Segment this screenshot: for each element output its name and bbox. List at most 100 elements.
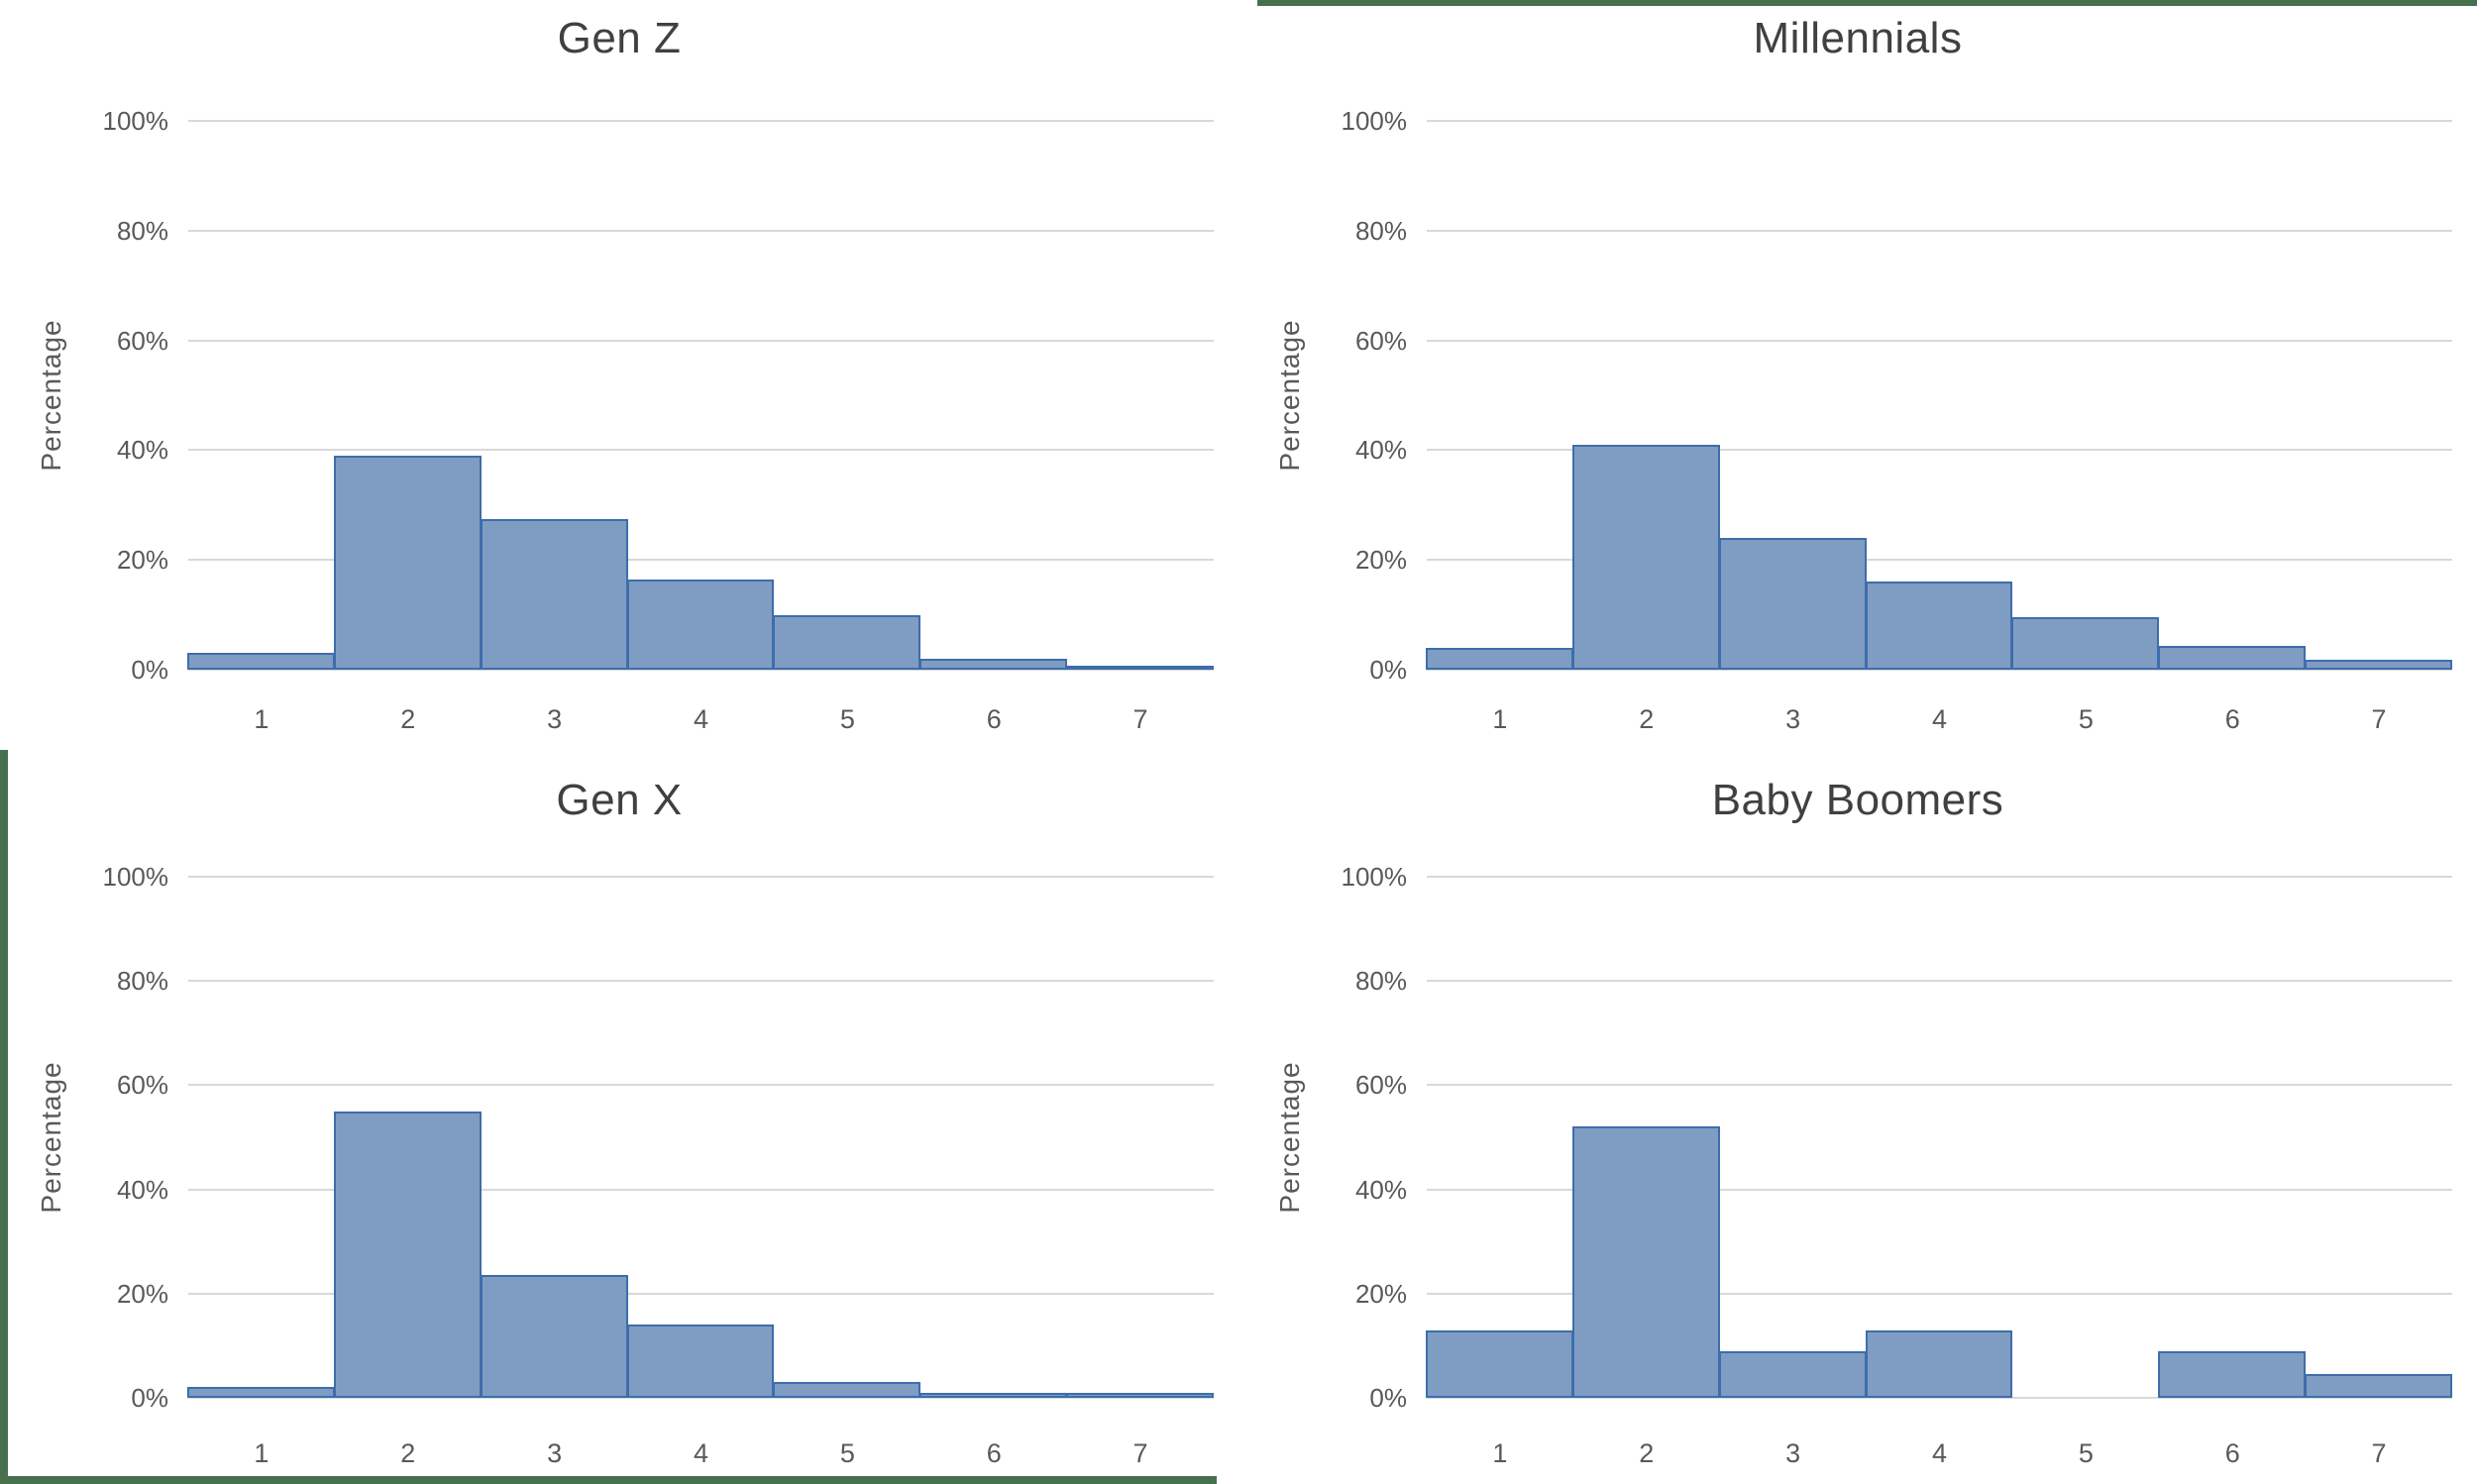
x-tick-label: 7	[1132, 1438, 1148, 1468]
y-axis-ticks: 0% 20% 40% 60% 80% 100%	[20, 106, 169, 685]
x-tick-label: 7	[1132, 704, 1148, 734]
x-tick-label: 5	[839, 1438, 855, 1468]
gridline	[1427, 1084, 2452, 1087]
gridline	[1427, 449, 2452, 452]
gridline	[188, 1188, 1214, 1191]
histogram-bar	[773, 1382, 921, 1398]
x-tick-label: 6	[986, 1438, 1002, 1468]
x-tick-label: 4	[693, 704, 708, 734]
y-tick-label: 100%	[1341, 106, 1408, 136]
x-tick-label: 5	[839, 704, 855, 734]
y-tick-label: 80%	[1354, 215, 1407, 246]
x-tick-label: 1	[254, 704, 269, 734]
x-tick-label: 4	[693, 1438, 708, 1468]
x-tick-label: 2	[400, 704, 416, 734]
bars-layer	[1426, 121, 2452, 670]
x-tick-label: 5	[2078, 704, 2094, 734]
y-axis-ticks: 0% 20% 40% 60% 80% 100%	[20, 862, 169, 1413]
gridline	[1427, 229, 2452, 232]
chart-title: Gen Z	[557, 14, 682, 62]
y-tick-label: 80%	[116, 215, 168, 246]
y-tick-label: 100%	[102, 106, 169, 136]
gridline	[188, 120, 1214, 122]
x-tick-label: 3	[547, 1438, 563, 1468]
x-tick-label: 2	[400, 1438, 416, 1468]
histogram-bar	[919, 658, 1068, 670]
gridline	[188, 980, 1214, 983]
gridlines	[1427, 876, 2452, 1399]
y-tick-label: 80%	[1354, 966, 1407, 997]
y-tick-label: 20%	[116, 545, 168, 576]
histogram-bar	[187, 653, 335, 670]
chart-panel-millennials: Millennials Percentage 0% 20% 40% 60% 80% 100…	[1238, 0, 2477, 742]
x-tick-label: 2	[1639, 1438, 1655, 1468]
x-axis-ticks: 1 2 3 4 5 6 7	[188, 699, 1214, 739]
y-tick-label: 60%	[116, 1070, 168, 1101]
histogram-bar	[2011, 617, 2160, 670]
gridline	[1427, 980, 2452, 983]
histogram-bar	[2305, 1374, 2452, 1398]
y-tick-label: 40%	[1354, 435, 1407, 466]
gridline	[188, 229, 1214, 232]
bars-layer	[1426, 877, 2452, 1398]
histogram-bar	[626, 579, 775, 670]
y-axis-ticks: 0% 20% 40% 60% 80% 100%	[1258, 106, 1408, 685]
y-tick-label: 0%	[131, 655, 168, 685]
y-tick-label: 0%	[131, 1383, 168, 1413]
gridlines	[1427, 120, 2452, 671]
x-tick-label: 6	[986, 704, 1002, 734]
y-tick-label: 20%	[116, 1278, 168, 1309]
gridline	[1427, 876, 2452, 878]
histogram-bar	[1426, 647, 1573, 670]
histogram-bar	[1571, 444, 1720, 670]
x-tick-label: 1	[1492, 704, 1508, 734]
histogram-bar	[480, 518, 628, 670]
histogram-bar	[333, 1111, 482, 1398]
gridline	[188, 1292, 1214, 1295]
x-tick-label: 6	[2224, 1438, 2240, 1468]
plot-area	[1426, 876, 2452, 1399]
histogram-bar	[1426, 1329, 1573, 1398]
x-tick-label: 3	[1785, 1438, 1801, 1468]
histogram-bar	[1718, 1350, 1867, 1398]
y-tick-label: 80%	[116, 966, 168, 997]
histogram-bar	[1865, 582, 2013, 670]
plot-area	[187, 120, 1214, 671]
gridline	[188, 1084, 1214, 1087]
histogram-bar	[1571, 1126, 1720, 1398]
y-tick-label: 20%	[1354, 1278, 1407, 1309]
chart-title: Baby Boomers	[1711, 776, 2004, 824]
y-tick-label: 40%	[1354, 1174, 1407, 1205]
gridline	[1427, 1188, 2452, 1191]
chart-title: Millennials	[1753, 14, 1963, 62]
histogram-bar	[919, 1392, 1068, 1398]
bars-layer	[187, 121, 1214, 670]
histogram-bar	[626, 1325, 775, 1398]
y-tick-label: 100%	[1341, 862, 1408, 892]
gridline	[1427, 1397, 2452, 1399]
bars-layer	[187, 877, 1214, 1398]
gridline	[1427, 1292, 2452, 1295]
x-tick-label: 1	[1492, 1438, 1508, 1468]
green-strip-top-right	[1257, 0, 2477, 6]
histogram-bar	[1718, 538, 1867, 670]
chart-panel-baby-boomers: Baby Boomers Percentage 0% 20% 40% 60% 80% 10…	[1238, 742, 2477, 1484]
gridline	[188, 1397, 1214, 1399]
x-tick-label: 4	[1931, 1438, 1947, 1468]
gridline	[188, 876, 1214, 878]
x-axis-ticks: 1 2 3 4 5 6 7	[1427, 1433, 2452, 1473]
x-tick-label: 7	[2371, 1438, 2387, 1468]
green-strip-left	[0, 750, 8, 1484]
histogram-bar	[2158, 1350, 2307, 1398]
y-tick-label: 20%	[1354, 545, 1407, 576]
gridline	[188, 559, 1214, 562]
y-tick-label: 100%	[102, 862, 169, 892]
y-tick-label: 60%	[1354, 1070, 1407, 1101]
histogram-bar	[333, 455, 482, 670]
gridline	[1427, 559, 2452, 562]
plot-area	[1426, 120, 2452, 671]
x-axis-ticks: 1 2 3 4 5 6 7	[188, 1433, 1214, 1473]
gridline	[1427, 669, 2452, 671]
